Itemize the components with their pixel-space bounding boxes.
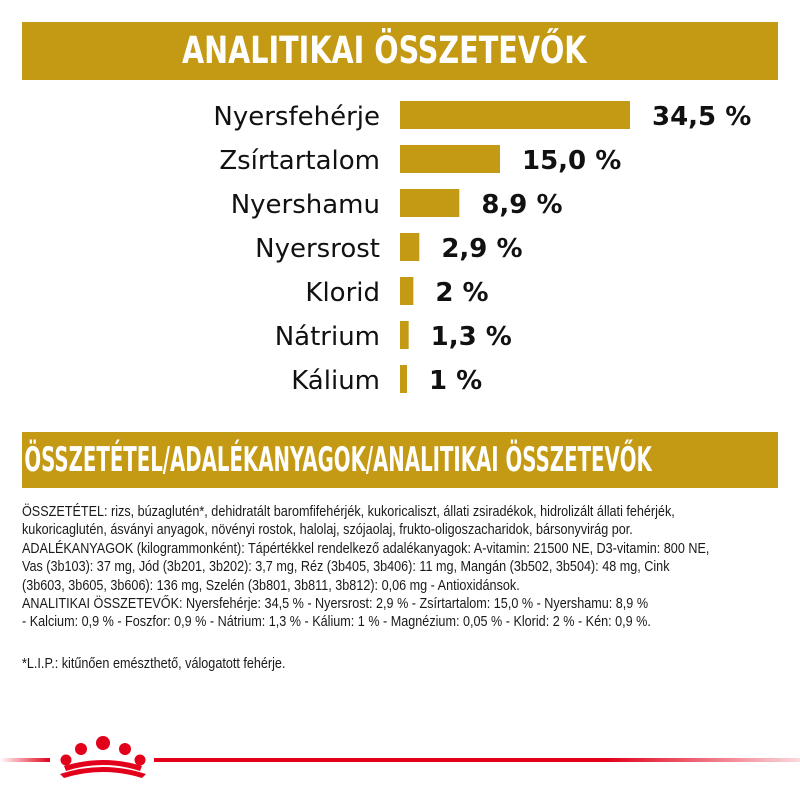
composition-header-title: ÖSSZETÉTEL/ADALÉKANYAGOK/ANALITIKAI ÖSSZ… [24, 440, 652, 480]
royal-canin-crown-icon [60, 736, 146, 778]
lip-footnote: *L.I.P.: kitűnően emészthető, válogatott… [22, 656, 286, 672]
category-label: Nyershamu [231, 190, 380, 220]
bar [400, 189, 460, 217]
composition-header-banner: ÖSSZETÉTEL/ADALÉKANYAGOK/ANALITIKAI ÖSSZ… [22, 432, 778, 488]
value-label: 8,9 % [481, 190, 562, 220]
brand-rule-left [0, 758, 50, 762]
analytical-bar-chart: Nyersfehérje 34,5 % Zsírtartalom 15,0 % Nyer… [213, 101, 751, 396]
composition-line: (3b603, 3b605, 3b606): 136 mg, Szelén (3… [22, 577, 520, 594]
composition-line: ADALÉKANYAGOK (kilogrammonként): Tápérté… [22, 540, 710, 557]
value-label: 15,0 % [522, 146, 621, 176]
composition-line: kukoricaglutén, ásványi anyagok, növényi… [22, 522, 633, 539]
value-label: 2 % [435, 278, 488, 308]
composition-line: ÖSSZETÉTEL: rizs, búzaglutén*, dehidratá… [22, 504, 675, 520]
bar [400, 321, 409, 349]
composition-line: - Kalcium: 0,9 % - Foszfor: 0,9 % - Nátr… [22, 614, 651, 631]
composition-line: Vas (3b103): 37 mg, Jód (3b201, 3b202): … [22, 559, 670, 576]
bar [400, 365, 407, 393]
value-label: 1,3 % [431, 322, 512, 352]
bar [400, 145, 500, 173]
value-label: 34,5 % [652, 102, 751, 132]
brand-rule [154, 758, 800, 762]
category-label: Zsírtartalom [219, 146, 380, 176]
value-label: 1 % [429, 366, 482, 396]
category-label: Nyersrost [255, 234, 380, 264]
analytical-header-title: ANALITIKAI ÖSSZETEVŐK [182, 29, 587, 72]
value-label: 2,9 % [441, 234, 522, 264]
category-label: Nyersfehérje [213, 102, 380, 132]
category-label: Klorid [305, 278, 380, 308]
category-label: Nátrium [275, 322, 380, 352]
bar [400, 277, 414, 305]
composition-text: ÖSSZETÉTEL: rizs, búzaglutén*, dehidratá… [22, 503, 782, 632]
composition-line: ANALITIKAI ÖSSZETEVŐK: Nyersfehérje: 34,… [22, 596, 649, 613]
bar [400, 233, 420, 261]
bar [400, 101, 630, 129]
analytical-header-banner: ANALITIKAI ÖSSZETEVŐK [22, 22, 778, 80]
category-label: Kálium [291, 366, 380, 396]
